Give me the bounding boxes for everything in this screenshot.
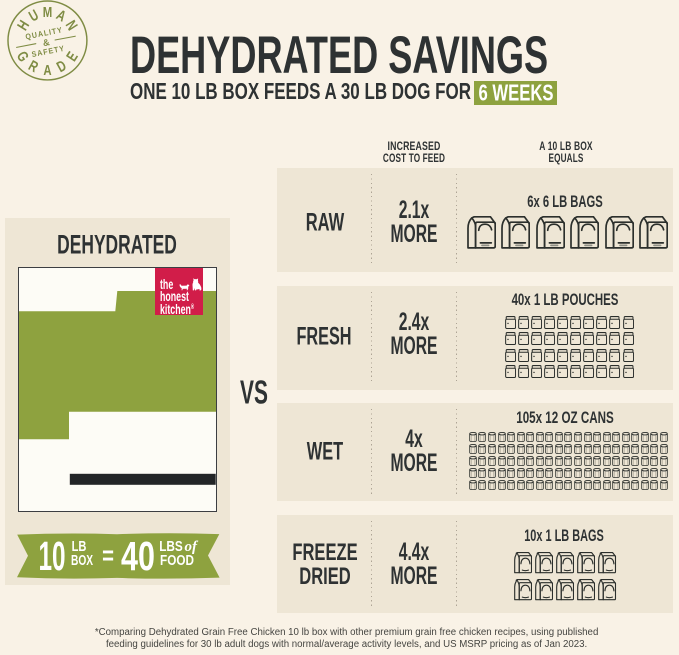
svg-text:R: R (26, 57, 42, 76)
svg-text:A: A (54, 6, 70, 25)
svg-text:U: U (26, 6, 41, 25)
svg-text:G: G (13, 48, 32, 65)
svg-text:N: N (62, 17, 81, 33)
svg-text:M: M (43, 3, 52, 20)
svg-text:A: A (43, 61, 51, 78)
svg-text:D: D (54, 57, 70, 76)
svg-text:&: & (42, 37, 51, 48)
svg-text:E: E (63, 49, 81, 65)
